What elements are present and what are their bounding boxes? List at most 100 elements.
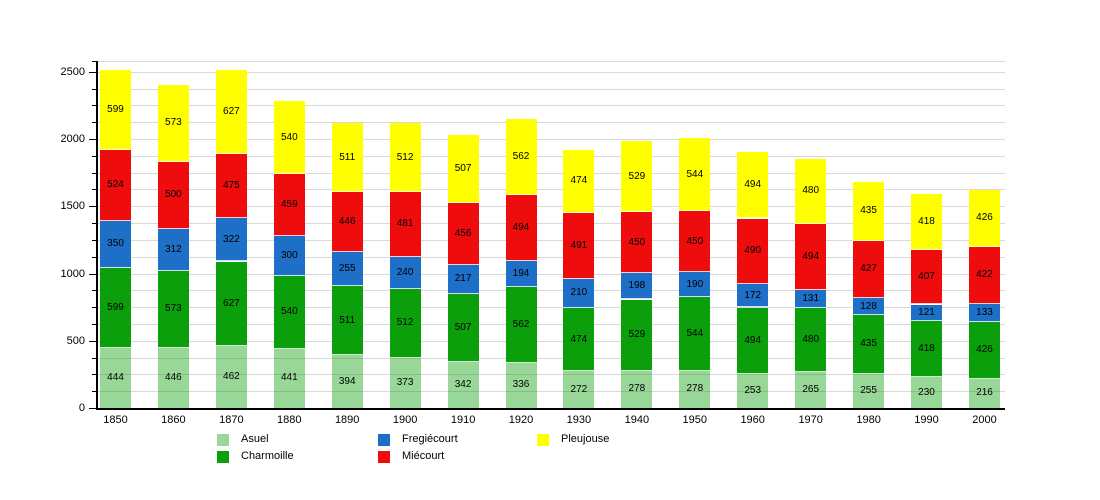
bar-segment-charmoille: 562	[505, 287, 537, 363]
x-axis-line	[96, 408, 1005, 410]
value-label: 418	[918, 342, 935, 354]
bar-segment-pleujouse: 540	[273, 101, 305, 174]
bar-segment-pleujouse: 435	[853, 182, 885, 241]
y-axis-major-tick	[89, 139, 96, 140]
bar-segment-miecourt: 459	[273, 174, 305, 236]
x-axis-label: 1920	[508, 414, 534, 426]
value-label: 121	[918, 306, 935, 318]
x-axis-label: 1930	[566, 414, 592, 426]
bar-segment-asuel: 444	[100, 348, 131, 408]
gridline	[98, 189, 1005, 191]
bar-segment-pleujouse: 418	[911, 193, 942, 250]
bar-segment-miecourt: 407	[911, 249, 942, 305]
value-label: 494	[744, 179, 762, 191]
legend-label: Pleujouse	[561, 433, 610, 445]
value-label: 322	[223, 233, 240, 245]
bar-segment-asuel: 462	[215, 345, 247, 408]
y-axis-minor-tick	[92, 61, 96, 62]
bar-segment-asuel: 278	[679, 370, 711, 408]
x-axis-label: 1880	[277, 414, 302, 426]
value-label: 480	[802, 334, 820, 346]
y-axis-minor-tick	[92, 105, 96, 107]
value-label: 474	[570, 333, 588, 345]
x-axis-label: 1970	[798, 414, 823, 426]
value-label: 599	[107, 301, 124, 313]
bar-segment-asuel: 373	[389, 357, 421, 408]
legend-label: Fregiécourt	[402, 433, 458, 445]
bar-segment-fregiecourt: 172	[737, 284, 769, 308]
value-label: 507	[454, 163, 472, 175]
bar-segment-asuel: 441	[273, 348, 305, 408]
bar-segment-charmoille: 511	[331, 286, 363, 355]
bar-segment-charmoille: 599	[100, 267, 131, 349]
gridline	[98, 88, 1005, 90]
bar-segment-fregiecourt: 217	[447, 264, 479, 294]
value-label: 491	[570, 240, 588, 252]
bar-segment-miecourt: 422	[969, 247, 1000, 304]
value-label: 459	[280, 198, 298, 210]
gridline	[98, 122, 1005, 124]
value-label: 562	[512, 150, 530, 162]
value-label: 373	[396, 376, 414, 388]
gridline	[98, 273, 1005, 275]
value-label: 300	[280, 249, 298, 261]
value-label: 511	[339, 314, 356, 326]
x-axis-label: 1890	[334, 414, 360, 426]
bar-segment-charmoille: 529	[621, 299, 653, 371]
legend-swatch-fregiecourt	[378, 434, 390, 446]
bar-segment-charmoille: 540	[273, 276, 305, 349]
bar-segment-asuel: 253	[737, 374, 769, 408]
value-label: 446	[165, 372, 182, 383]
value-label: 253	[744, 385, 762, 396]
bar-segment-asuel: 216	[969, 378, 1000, 408]
y-axis-label: 0	[78, 402, 85, 414]
value-label: 627	[223, 106, 240, 118]
value-label: 462	[223, 370, 240, 382]
value-label: 133	[976, 306, 993, 318]
value-label: 444	[107, 372, 124, 384]
bar-segment-fregiecourt: 194	[505, 261, 537, 288]
bar-segment-asuel: 255	[853, 373, 885, 408]
bar-segment-miecourt: 450	[679, 211, 711, 272]
bar-segment-charmoille: 435	[853, 315, 885, 374]
bar-segment-asuel: 446	[157, 348, 189, 408]
value-label: 512	[396, 317, 414, 329]
gridline	[98, 307, 1005, 309]
value-label: 172	[744, 289, 762, 301]
gridline	[98, 71, 1005, 73]
value-label: 529	[628, 170, 646, 182]
value-label: 427	[860, 263, 877, 275]
bar-segment-charmoille: 627	[215, 261, 247, 346]
value-label: 426	[976, 344, 993, 356]
gridline	[98, 256, 1005, 258]
legend-swatch-miecourt	[378, 451, 390, 463]
value-label: 544	[686, 168, 704, 180]
bar-segment-asuel: 342	[447, 362, 479, 408]
legend-swatch-asuel	[217, 434, 229, 446]
bar-segment-asuel: 336	[505, 362, 537, 408]
bar-segment-miecourt: 456	[447, 203, 479, 265]
bar-segment-asuel: 394	[331, 355, 363, 408]
value-label: 272	[570, 383, 588, 395]
value-label: 217	[454, 273, 472, 285]
value-label: 278	[686, 383, 704, 395]
bar-segment-asuel: 230	[911, 377, 942, 408]
bar-segment-pleujouse: 511	[331, 123, 363, 192]
bar-segment-pleujouse: 544	[679, 138, 711, 212]
value-label: 216	[976, 387, 993, 399]
y-axis-minor-tick	[92, 223, 96, 225]
legend-swatch-charmoille	[217, 451, 229, 463]
legend-label: Charmoille	[241, 450, 294, 462]
bar-segment-fregiecourt: 131	[795, 290, 827, 308]
value-label: 544	[686, 327, 704, 339]
gridline	[98, 374, 1005, 376]
value-label: 450	[628, 236, 646, 248]
gridline	[98, 61, 1005, 62]
x-axis-label: 1940	[624, 414, 650, 426]
y-axis-major-tick	[89, 206, 96, 208]
bar-segment-miecourt: 450	[621, 212, 653, 273]
bar-segment-pleujouse: 529	[621, 141, 653, 213]
value-label: 435	[860, 338, 877, 350]
y-axis-label: 2500	[60, 65, 85, 78]
